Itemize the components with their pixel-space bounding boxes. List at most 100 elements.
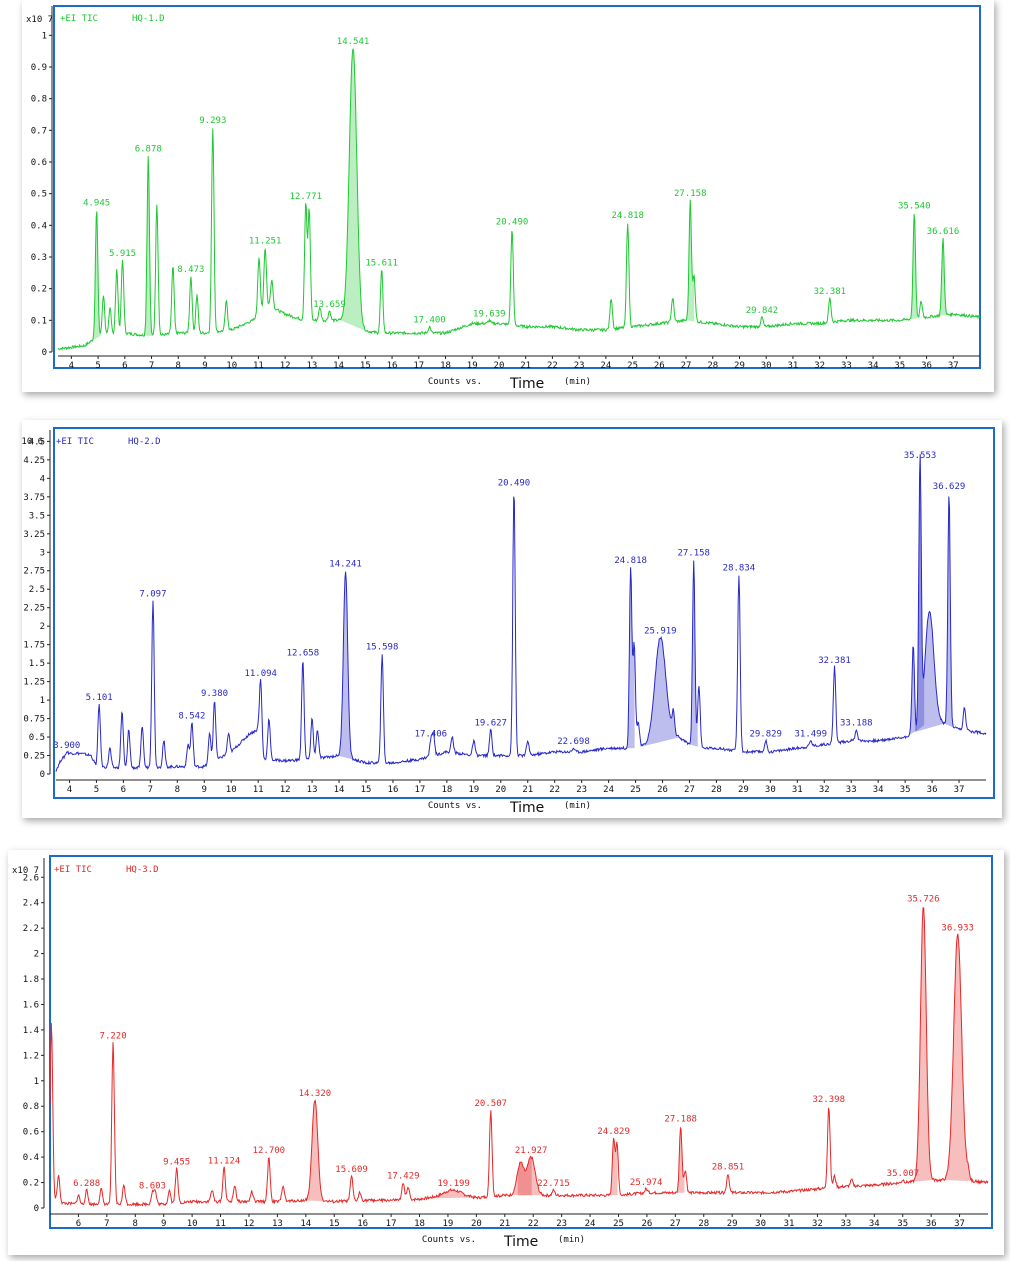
x-tick-label: 26 [641, 1219, 652, 1229]
x-tick-label: 11 [253, 785, 264, 795]
x-tick-label: 16 [388, 785, 399, 795]
y-tick-label: 1.2 [23, 1051, 39, 1061]
x-tick-label: 9 [202, 361, 207, 371]
peak-retention-label: 19.639 [473, 309, 506, 319]
y-tick-label: 0 [34, 1204, 39, 1214]
x-tick-label: 14 [300, 1219, 311, 1229]
peak-retention-label: 15.611 [365, 259, 398, 269]
integrated-peak-area [641, 637, 680, 747]
peak-retention-label: 9.293 [199, 116, 226, 126]
peak-retention-label: 14.541 [337, 37, 370, 47]
x-tick-label: 32 [814, 361, 825, 371]
x-tick-label: 34 [873, 785, 884, 795]
x-tick-label: 4 [69, 361, 74, 371]
peak-retention-label: 19.627 [474, 719, 507, 729]
x-tick-label: 33 [846, 785, 857, 795]
peak-retention-label: 32.398 [813, 1095, 846, 1105]
y-tick-label: 2 [34, 950, 39, 960]
peak-retention-label: 27.188 [664, 1114, 697, 1124]
x-axis-label: Time [509, 800, 544, 816]
x-tick-label: 11 [253, 361, 264, 371]
peak-retention-label: 19.199 [437, 1179, 470, 1189]
y-tick-label: 1.4 [23, 1026, 39, 1036]
integrated-peak-area [509, 1156, 532, 1197]
x-tick-label: 7 [148, 785, 153, 795]
x-tick-label: 12 [280, 361, 291, 371]
x-tick-label: 17 [386, 1219, 397, 1229]
x-tick-label: 17 [414, 785, 425, 795]
peak-retention-label: 5.101 [86, 693, 113, 703]
x-tick-label: 29 [738, 785, 749, 795]
peak-retention-label: 8.603 [139, 1182, 166, 1192]
y-tick-label: 0.5 [31, 190, 47, 200]
tic-trace-line [57, 48, 981, 351]
peak-retention-label: 29.829 [749, 730, 782, 740]
peak-retention-label: 12.771 [290, 192, 323, 202]
x-tick-label: 21 [520, 361, 531, 371]
peak-retention-label: 15.598 [366, 643, 399, 653]
x-tick-label: 21 [499, 1219, 510, 1229]
x-tick-label: 36 [926, 1219, 937, 1229]
peak-retention-label: 8.473 [177, 265, 204, 275]
integrated-peak-area [686, 199, 695, 322]
x-tick-label: 4 [67, 785, 72, 795]
x-tick-label: 33 [840, 1219, 851, 1229]
x-tick-label: 5 [94, 785, 99, 795]
tic-trace-line [55, 454, 987, 772]
x-tick-label: 36 [921, 361, 932, 371]
x-tick-label: 10 [187, 1219, 198, 1229]
tic-trace-line [49, 907, 989, 1208]
x-tick-label: 12 [244, 1219, 255, 1229]
plot-frame [53, 427, 995, 799]
y-tick-label: 0.5 [29, 733, 45, 743]
x-tick-label: 22 [528, 1219, 539, 1229]
peak-retention-label: 27.158 [674, 189, 707, 199]
y-tick-label: 0.4 [23, 1153, 39, 1163]
peak-retention-label: 17.406 [415, 730, 448, 740]
peak-retention-label: 22.698 [557, 737, 590, 747]
x-tick-label: 23 [574, 361, 585, 371]
x-tick-label: 7 [104, 1219, 109, 1229]
x-tick-label: 27 [681, 361, 692, 371]
trace-header: +EI TIC [54, 865, 92, 875]
x-tick-label: 25 [630, 785, 641, 795]
x-tick-label: 24 [603, 785, 614, 795]
x-tick-label: 27 [684, 785, 695, 795]
peak-retention-label: 28.851 [712, 1163, 745, 1173]
x-tick-label: 14 [334, 785, 345, 795]
peak-retention-label: 6.878 [135, 145, 162, 155]
peak-retention-label: 5.915 [109, 249, 136, 259]
peak-retention-label: 32.381 [818, 656, 851, 666]
x-tick-label: 28 [707, 361, 718, 371]
x-tick-label: 31 [788, 361, 799, 371]
trace-header: +EI TIC [56, 437, 94, 447]
x-tick-label: 31 [784, 1219, 795, 1229]
x-tick-label: 15 [329, 1219, 340, 1229]
y-tick-label: 1 [40, 696, 45, 706]
integrated-peak-area [340, 48, 366, 331]
y-tick-label: 0.2 [23, 1179, 39, 1189]
peak-retention-label: 29.842 [746, 306, 779, 316]
x-axis-unit: (min) [564, 377, 591, 387]
y-tick-label: 3.25 [23, 530, 45, 540]
y-exponent-label: x10 7 [12, 866, 39, 876]
x-tick-label: 8 [133, 1219, 138, 1229]
y-tick-label: 0.25 [23, 752, 45, 762]
peak-retention-label: 12.700 [253, 1146, 286, 1156]
integrated-peak-area [676, 1127, 685, 1193]
peak-retention-label: 4.945 [83, 199, 110, 209]
x-tick-label: 37 [954, 785, 965, 795]
x-tick-label: 23 [556, 1219, 567, 1229]
peak-retention-label: 7.097 [139, 589, 166, 599]
x-tick-label: 10 [226, 361, 237, 371]
x-tick-label: 36 [927, 785, 938, 795]
y-tick-label: 3.5 [29, 511, 45, 521]
x-tick-label: 14 [333, 361, 344, 371]
peak-retention-label: 20.490 [496, 218, 529, 228]
x-tick-label: 34 [869, 1219, 880, 1229]
x-tick-label: 15 [361, 785, 372, 795]
y-tick-label: 1.8 [23, 975, 39, 985]
peak-retention-label: 21.927 [515, 1146, 548, 1156]
y-tick-label: 2.6 [23, 873, 39, 883]
trace-file-name: HQ-2.D [128, 437, 161, 447]
